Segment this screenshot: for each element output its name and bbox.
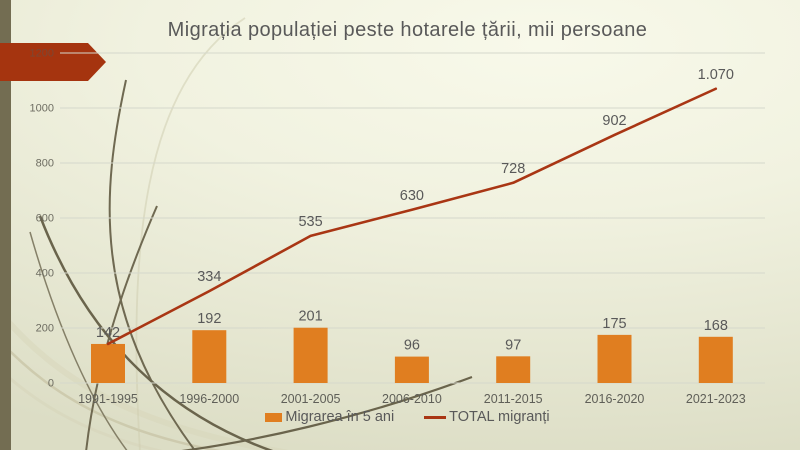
line-data-label-2021-2023: 1.070 bbox=[698, 67, 734, 83]
x-category-2021-2023: 2021-2023 bbox=[686, 392, 746, 406]
bar-2006-2010 bbox=[394, 356, 429, 383]
chart-legend: Migrarea în 5 ani TOTAL migranți bbox=[60, 409, 755, 425]
line-data-label-2011-2015: 728 bbox=[501, 161, 525, 177]
decorative-curve bbox=[0, 307, 289, 450]
bar-data-label-2021-2023: 168 bbox=[704, 318, 728, 334]
bar-1996-2000 bbox=[192, 330, 227, 383]
decorative-curve bbox=[0, 339, 221, 450]
x-category-2001-2005: 2001-2005 bbox=[281, 392, 341, 406]
legend-item-bars: Migrarea în 5 ani bbox=[265, 409, 394, 425]
bar-2021-2023 bbox=[698, 336, 733, 383]
bar-data-label-1991-1995: 142 bbox=[96, 325, 120, 341]
x-category-2011-2015: 2011-2015 bbox=[484, 392, 543, 406]
x-category-2016-2020: 2016-2020 bbox=[585, 392, 645, 406]
arrow-banner bbox=[0, 43, 106, 81]
bar-data-label-2001-2005: 201 bbox=[298, 309, 322, 325]
y-axis-tick-1200: 1200 bbox=[30, 48, 54, 60]
legend-bar-label: Migrarea în 5 ani bbox=[285, 409, 395, 425]
decorative-curve bbox=[181, 375, 473, 450]
decorative-curve bbox=[135, 17, 246, 450]
line-data-label-1996-2000: 334 bbox=[197, 269, 221, 285]
bar-series-swatch-icon bbox=[265, 412, 283, 422]
decorative-curve bbox=[29, 231, 128, 450]
y-axis-tick-200: 200 bbox=[36, 323, 54, 335]
x-category-2006-2010: 2006-2010 bbox=[382, 392, 442, 406]
x-category-1996-2000: 1996-2000 bbox=[179, 392, 239, 406]
bar-data-label-1996-2000: 192 bbox=[197, 311, 221, 327]
legend-line-label: TOTAL migranți bbox=[449, 409, 550, 425]
y-axis-tick-400: 400 bbox=[36, 268, 54, 280]
bar-2001-2005 bbox=[293, 327, 328, 383]
bar-2011-2015 bbox=[496, 356, 531, 383]
bar-1991-1995 bbox=[91, 343, 125, 383]
y-axis-tick-800: 800 bbox=[36, 158, 54, 170]
legend-item-line: TOTAL migranți bbox=[424, 409, 550, 425]
bar-data-label-2016-2020: 175 bbox=[602, 316, 626, 332]
left-stripe bbox=[0, 0, 11, 450]
line-data-label-2016-2020: 902 bbox=[602, 113, 626, 129]
decorative-curve bbox=[38, 215, 274, 450]
line-data-label-2006-2010: 630 bbox=[400, 188, 424, 204]
bar-2016-2020 bbox=[597, 334, 632, 383]
x-category-1991-1995: 1991-1995 bbox=[78, 392, 138, 406]
line-series-swatch-icon bbox=[424, 415, 447, 419]
decorative-curve bbox=[108, 79, 196, 450]
y-axis-tick-0: 0 bbox=[48, 378, 54, 390]
line-data-label-2001-2005: 535 bbox=[298, 214, 322, 230]
total-migrants-line bbox=[106, 87, 718, 346]
decorative-curve bbox=[85, 205, 158, 450]
chart-title: Migrația populației peste hotarele țării… bbox=[167, 19, 648, 41]
bar-data-label-2006-2010: 96 bbox=[404, 338, 420, 354]
y-axis-tick-600: 600 bbox=[36, 213, 54, 225]
bar-data-label-2011-2015: 97 bbox=[505, 337, 521, 353]
y-axis-tick-1000: 1000 bbox=[30, 103, 54, 115]
